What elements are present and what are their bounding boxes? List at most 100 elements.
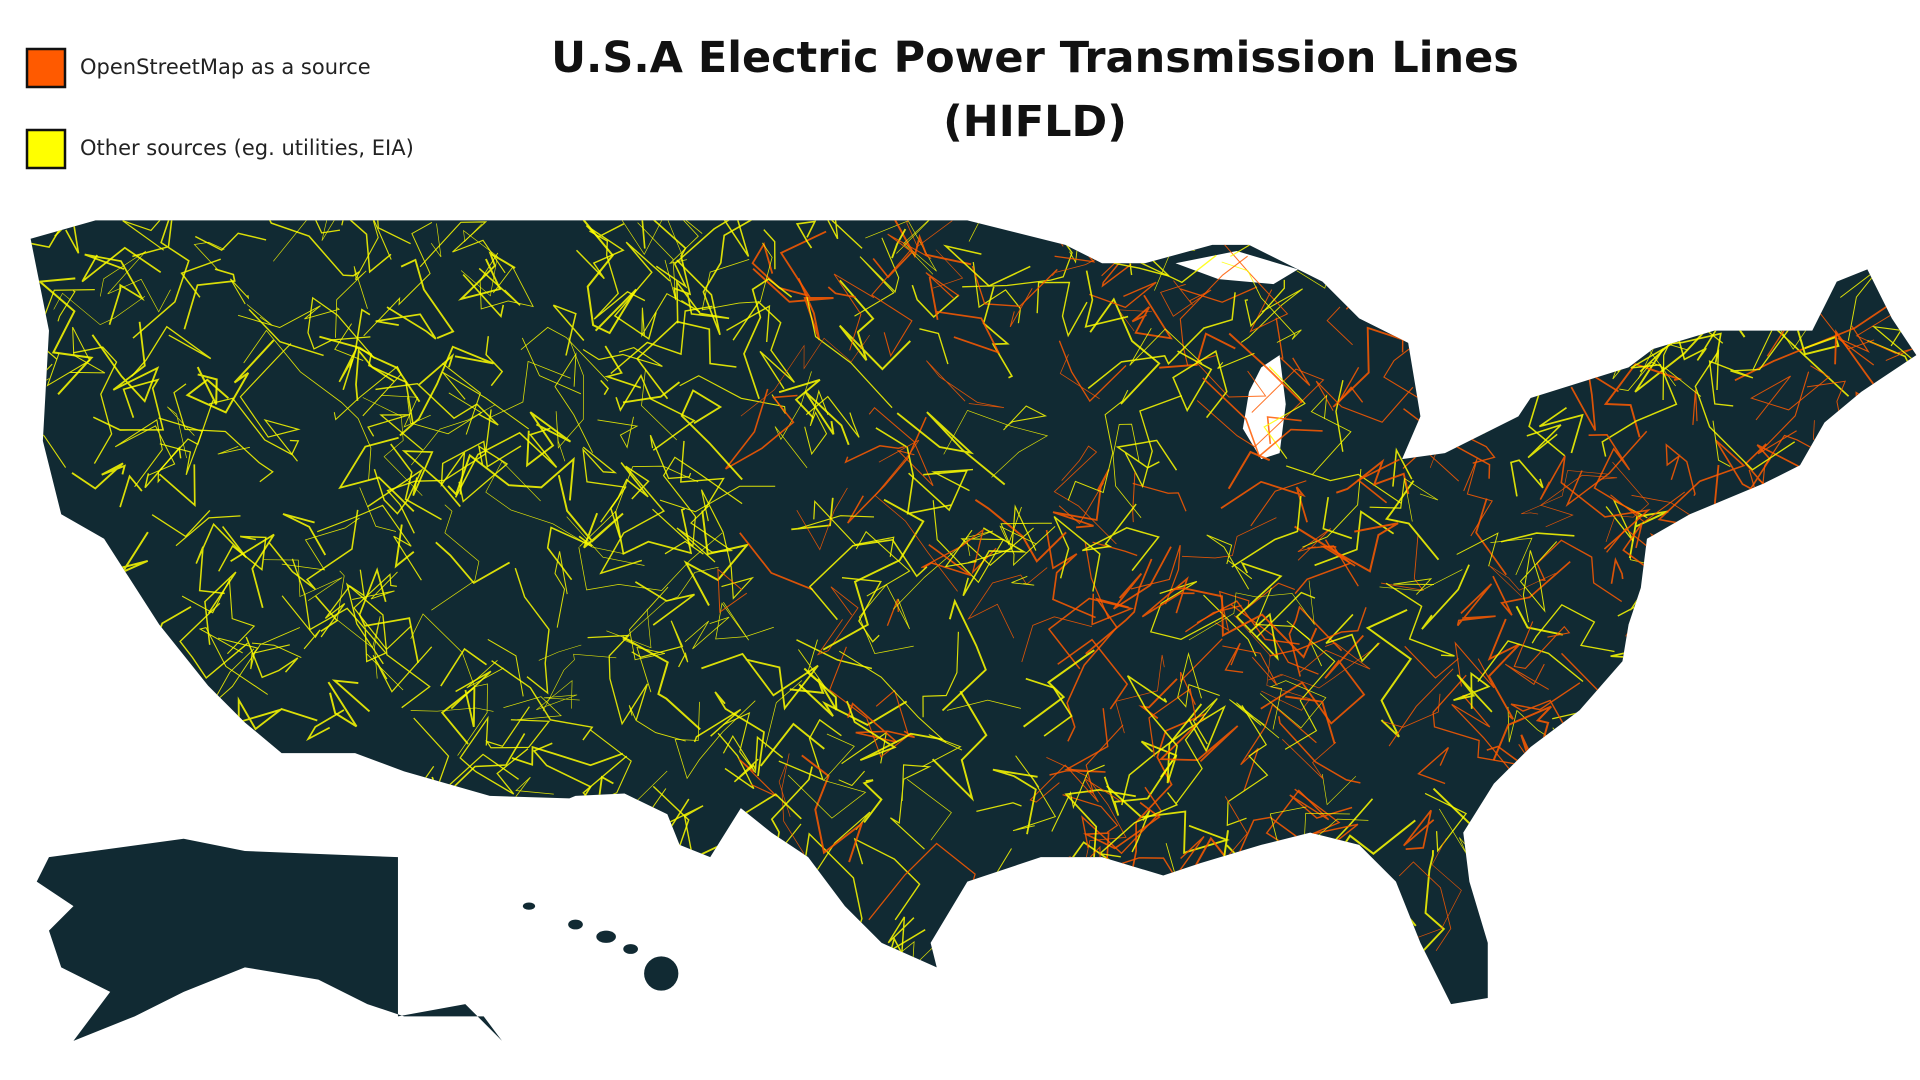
power-line	[716, 933, 738, 964]
power-line	[1124, 394, 1183, 489]
power-line	[441, 362, 482, 435]
power-line	[359, 811, 396, 842]
power-line	[1871, 325, 1917, 364]
power-line	[193, 241, 225, 270]
legend: OpenStreetMap as a source Other sources (…	[25, 47, 414, 170]
power-line	[1301, 945, 1400, 1005]
power-line	[158, 417, 203, 476]
power-line	[1781, 813, 1802, 847]
power-line	[637, 222, 677, 301]
power-line	[1475, 498, 1507, 576]
power-line	[935, 964, 994, 1005]
power-line	[1696, 829, 1727, 849]
power-line	[1229, 699, 1280, 739]
power-line	[1456, 583, 1496, 627]
power-line	[30, 567, 41, 574]
power-line	[1681, 244, 1715, 310]
power-line	[846, 700, 943, 762]
power-line	[1003, 405, 1048, 431]
power-line	[470, 905, 515, 959]
power-line	[1811, 940, 1917, 1005]
power-line	[1599, 276, 1665, 336]
power-line	[906, 220, 953, 248]
power-line	[566, 999, 604, 1005]
power-line	[1089, 281, 1157, 309]
power-line	[76, 742, 96, 792]
power-line	[1864, 586, 1898, 645]
power-line	[1315, 380, 1414, 423]
power-line	[1510, 682, 1581, 734]
power-line	[1710, 592, 1775, 637]
power-line	[1103, 740, 1178, 816]
power-line	[1539, 474, 1618, 528]
power-line	[1890, 235, 1917, 286]
power-line	[1854, 706, 1902, 785]
power-line	[1403, 809, 1435, 850]
power-line	[1021, 616, 1093, 663]
power-line	[1321, 774, 1357, 806]
power-line	[1817, 591, 1873, 655]
power-line	[566, 516, 645, 566]
power-line	[1085, 724, 1124, 794]
power-line	[928, 276, 1001, 355]
power-line	[81, 246, 162, 283]
power-line	[1239, 896, 1331, 956]
power-line	[1665, 443, 1696, 497]
power-line	[30, 596, 87, 682]
power-line	[941, 598, 987, 712]
power-line	[553, 896, 632, 937]
power-line	[217, 637, 290, 670]
power-line	[1840, 266, 1881, 341]
power-line	[442, 371, 530, 430]
power-line	[1715, 653, 1774, 693]
power-line	[397, 826, 477, 962]
power-line	[336, 570, 381, 679]
land-layer	[30, 220, 1917, 1041]
power-line	[743, 277, 793, 400]
power-line	[84, 253, 145, 326]
power-line	[1655, 304, 1692, 314]
power-line	[655, 220, 750, 289]
power-line	[179, 602, 249, 679]
power-line	[829, 646, 910, 758]
power-line	[1660, 550, 1704, 596]
power-line	[1850, 549, 1901, 582]
power-line	[256, 220, 360, 277]
power-line	[631, 620, 689, 668]
power-line	[628, 705, 686, 742]
power-line	[1226, 704, 1269, 827]
power-line	[819, 220, 863, 249]
power-line	[1098, 792, 1179, 858]
power-line	[1417, 746, 1450, 785]
power-line	[1224, 920, 1243, 972]
power-line	[1115, 654, 1165, 734]
power-line	[1101, 254, 1132, 288]
power-line	[889, 929, 926, 955]
power-line	[870, 233, 932, 358]
power-line	[974, 498, 1067, 563]
power-line	[1812, 514, 1891, 555]
power-line	[505, 927, 549, 958]
power-line	[466, 659, 504, 689]
power-line	[1753, 256, 1791, 267]
power-line	[1539, 455, 1651, 550]
power-line	[435, 541, 511, 585]
power-line	[1299, 642, 1371, 673]
power-line	[1058, 482, 1105, 525]
power-line	[736, 950, 823, 1005]
power-line	[1719, 578, 1766, 647]
power-line	[600, 379, 610, 396]
power-line	[1712, 985, 1791, 1005]
power-line	[1053, 445, 1117, 545]
power-line	[1708, 326, 1791, 407]
power-line	[319, 335, 421, 403]
power-line	[1025, 677, 1073, 737]
power-line	[355, 348, 395, 401]
power-line	[641, 368, 678, 441]
power-line	[1668, 926, 1727, 972]
power-line	[1062, 794, 1119, 833]
power-line	[577, 808, 630, 897]
power-line	[1332, 326, 1406, 408]
